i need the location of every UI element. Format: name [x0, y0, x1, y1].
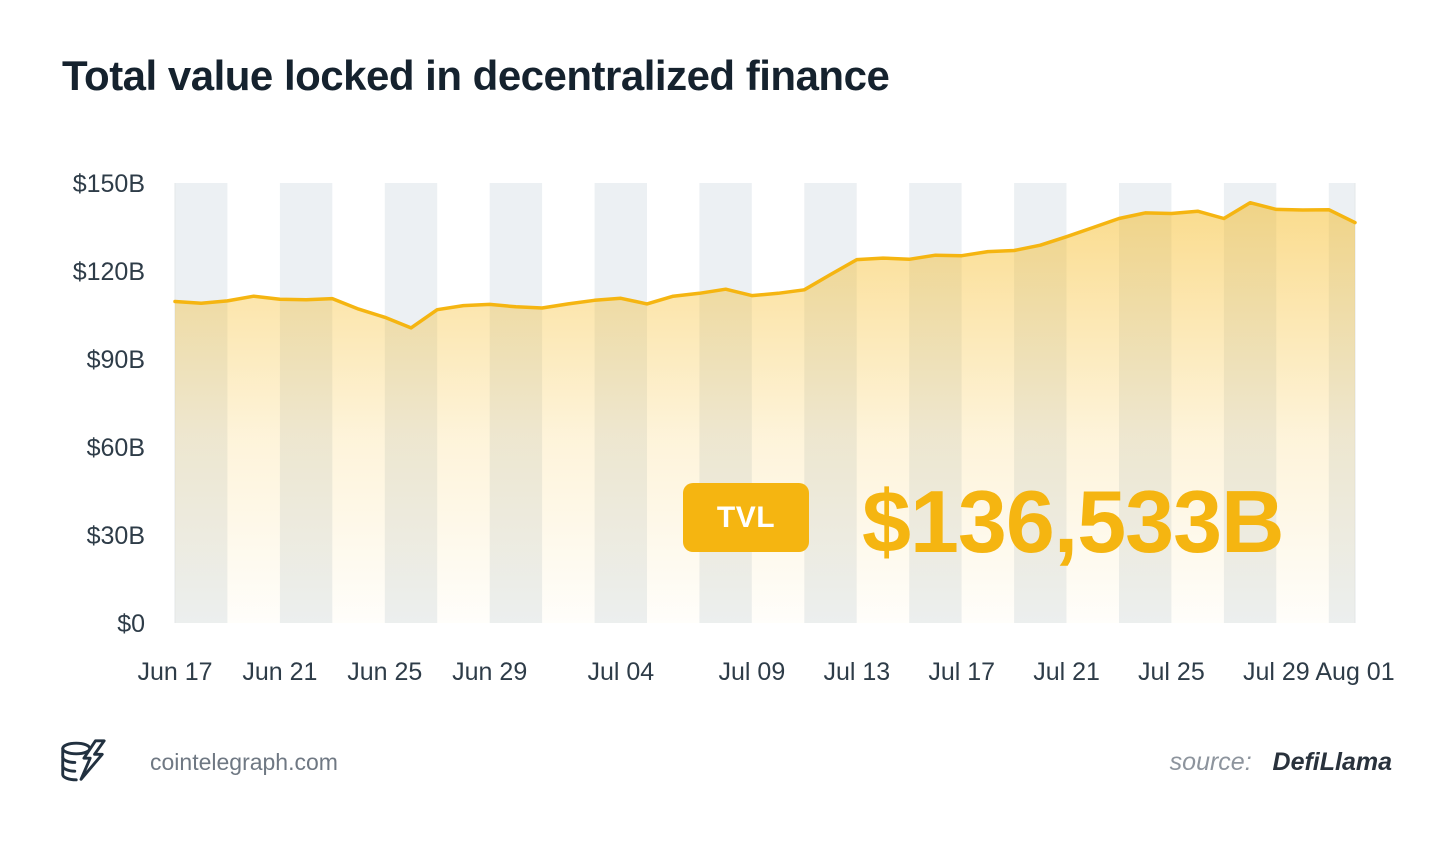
site-label: cointelegraph.com [150, 749, 338, 775]
source-name: DefiLlama [1272, 748, 1392, 776]
y-axis-label: $120B [73, 258, 145, 286]
chart-title: Total value locked in decentralized fina… [62, 52, 890, 99]
tvl-value: $136,533B [862, 472, 1285, 571]
y-axis-label: $90B [87, 346, 145, 374]
x-axis-label: Jul 21 [1033, 658, 1100, 686]
x-axis-label: Jun 17 [137, 658, 212, 686]
x-axis-label: Jun 29 [452, 658, 527, 686]
tvl-area-fill [175, 202, 1355, 623]
x-axis-label: Jul 17 [928, 658, 995, 686]
x-axis-label: Jul 13 [823, 658, 890, 686]
y-axis-label: $150B [73, 170, 145, 198]
source-label: source: [1169, 748, 1252, 776]
y-axis-label: $60B [87, 434, 145, 462]
x-axis-label: Jul 09 [719, 658, 786, 686]
x-axis-label: Jul 29 [1243, 658, 1310, 686]
footer: cointelegraph.com source: DefiLlama [0, 734, 1450, 790]
x-axis-label: Jun 21 [242, 658, 317, 686]
source-credit: source: DefiLlama [1170, 734, 1392, 790]
cointelegraph-logo-icon [61, 739, 106, 782]
x-axis-label: Jul 25 [1138, 658, 1205, 686]
tvl-badge: TVL [683, 483, 809, 552]
x-axis-label: Jun 25 [347, 658, 422, 686]
tvl-line [173, 200, 1357, 330]
x-axis-label: Jul 04 [587, 658, 654, 686]
y-axis-label: $0 [117, 610, 145, 638]
x-axis-label: Aug 01 [1315, 658, 1394, 686]
y-axis-label: $30B [87, 522, 145, 550]
